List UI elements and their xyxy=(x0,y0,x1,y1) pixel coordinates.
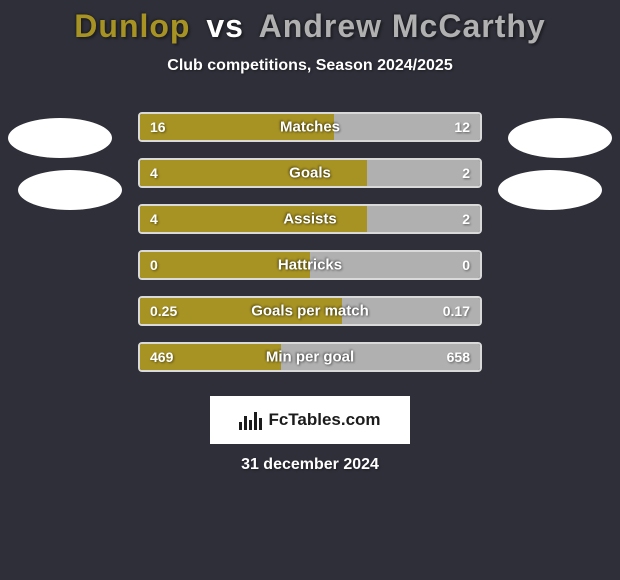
subtitle: Club competitions, Season 2024/2025 xyxy=(0,57,620,75)
logo-text: FcTables.com xyxy=(268,410,380,430)
page-title: Dunlop vs Andrew McCarthy xyxy=(0,0,620,45)
logo-bars-icon xyxy=(239,410,262,430)
stat-value-right: 0 xyxy=(462,257,470,273)
stat-value-right: 2 xyxy=(462,165,470,181)
player-right-avatar2-icon xyxy=(498,170,602,210)
stat-value-left: 4 xyxy=(150,211,158,227)
stat-row: Matches 16 12 xyxy=(138,112,482,142)
stat-value-left: 4 xyxy=(150,165,158,181)
stat-label: Assists xyxy=(283,211,336,228)
vs-separator: vs xyxy=(206,8,244,44)
stat-row: Goals 4 2 xyxy=(138,158,482,188)
stat-value-right: 2 xyxy=(462,211,470,227)
snapshot-date: 31 december 2024 xyxy=(241,456,379,474)
stat-bar-left xyxy=(140,160,367,186)
stat-row: Assists 4 2 xyxy=(138,204,482,234)
comparison-infographic: Dunlop vs Andrew McCarthy Club competiti… xyxy=(0,0,620,580)
stat-value-left: 469 xyxy=(150,349,173,365)
stat-label: Min per goal xyxy=(266,349,354,366)
stat-value-left: 0.25 xyxy=(150,303,177,319)
player-right-name: Andrew McCarthy xyxy=(259,8,546,44)
stat-label: Goals xyxy=(289,165,331,182)
stat-label: Matches xyxy=(280,119,340,136)
player-left-name: Dunlop xyxy=(74,8,190,44)
stat-row: Min per goal 469 658 xyxy=(138,342,482,372)
stat-value-right: 658 xyxy=(447,349,470,365)
stat-value-right: 12 xyxy=(454,119,470,135)
stat-value-left: 16 xyxy=(150,119,166,135)
stat-label: Goals per match xyxy=(251,303,369,320)
stat-label: Hattricks xyxy=(278,257,342,274)
stat-row: Hattricks 0 0 xyxy=(138,250,482,280)
stat-value-left: 0 xyxy=(150,257,158,273)
player-right-avatar-icon xyxy=(508,118,612,158)
player-left-avatar2-icon xyxy=(18,170,122,210)
stat-value-right: 0.17 xyxy=(443,303,470,319)
stat-row: Goals per match 0.25 0.17 xyxy=(138,296,482,326)
fctables-logo: FcTables.com xyxy=(210,396,410,444)
player-left-avatar-icon xyxy=(8,118,112,158)
